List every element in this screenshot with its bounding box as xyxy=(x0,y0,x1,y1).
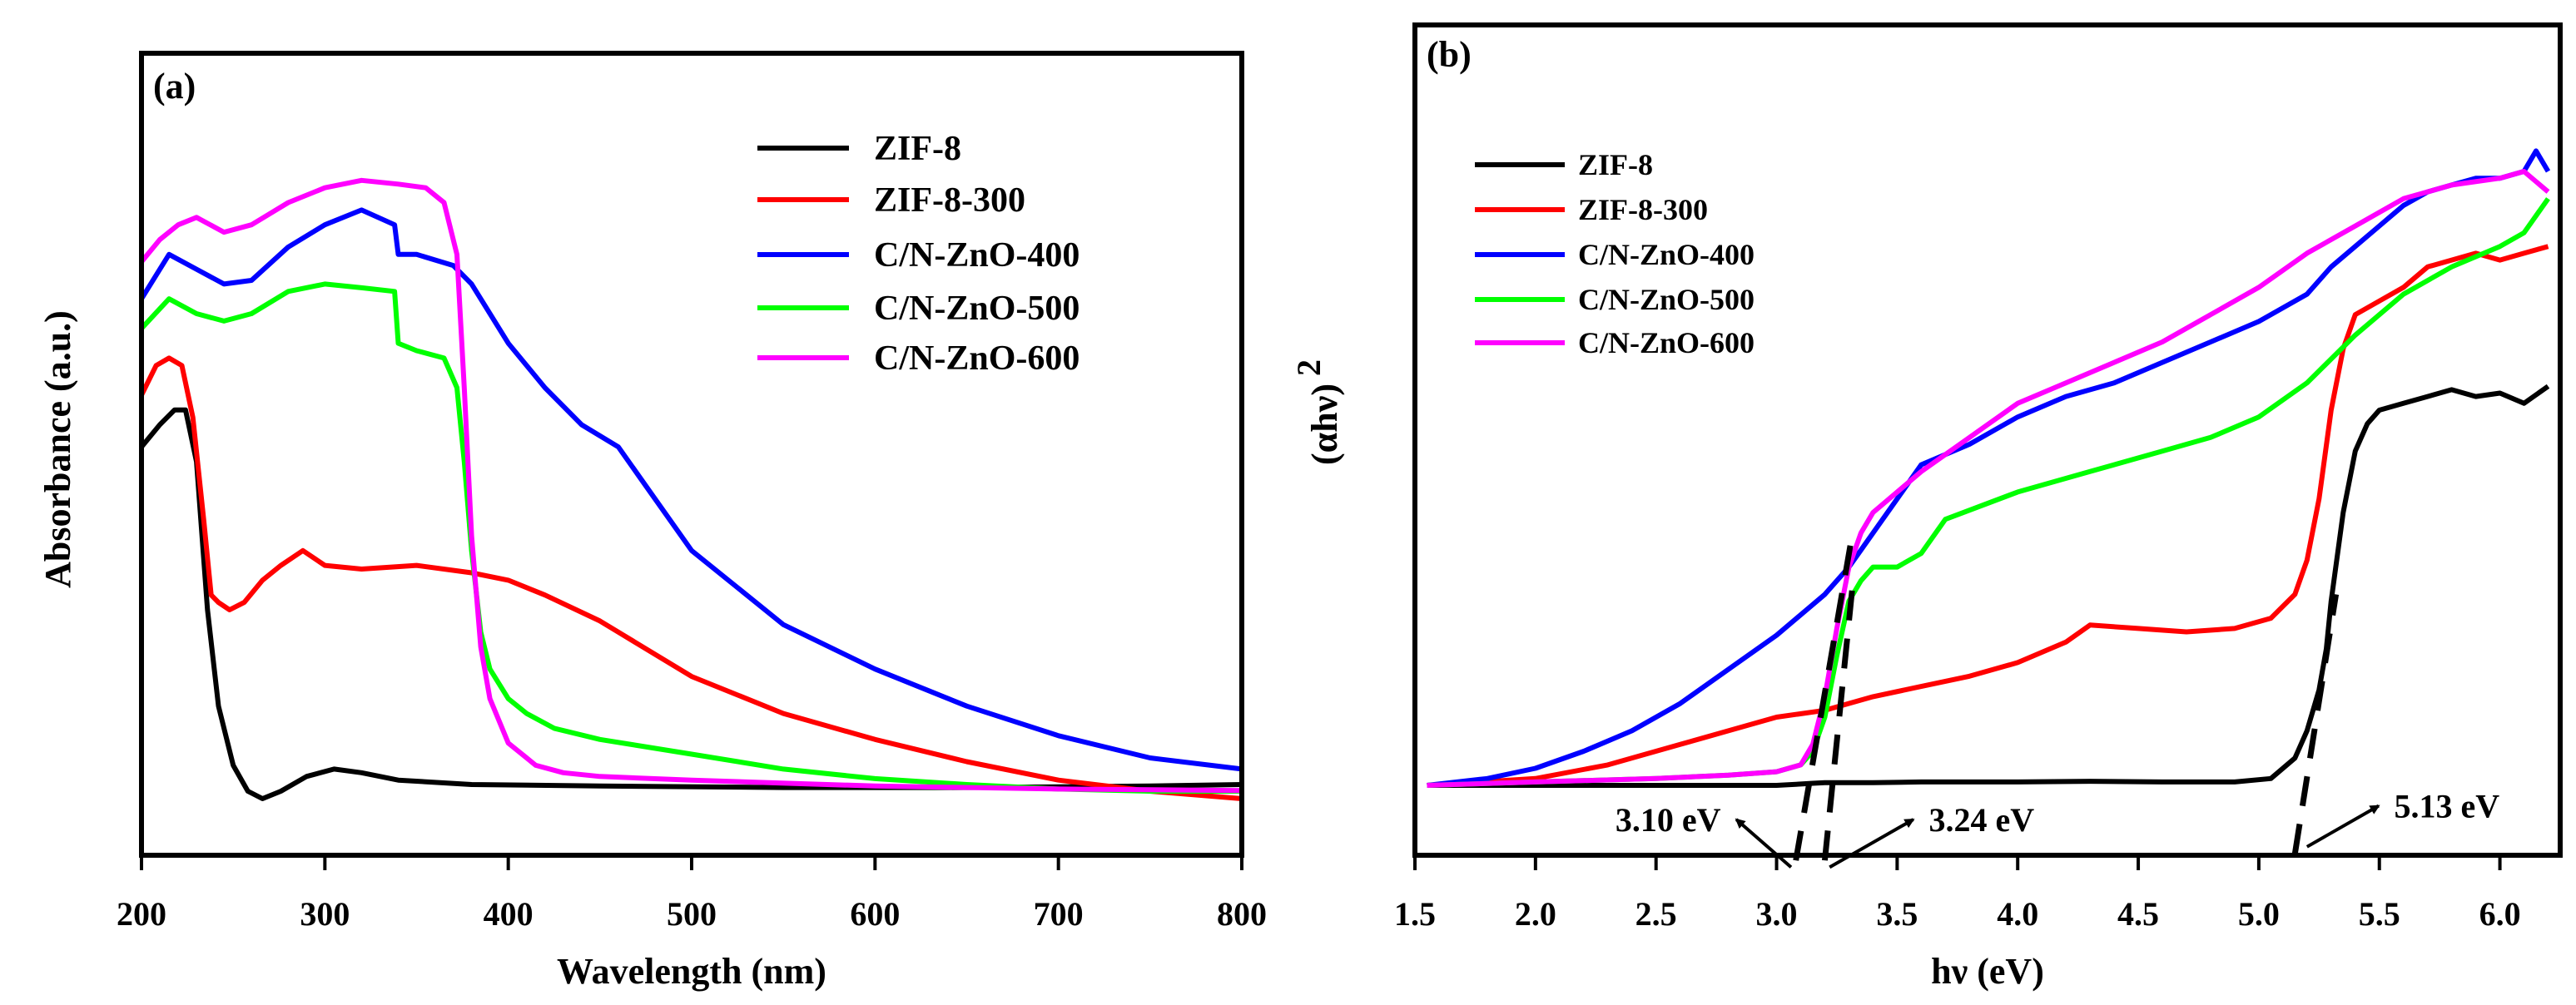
series-line-b-4 xyxy=(1427,169,2550,788)
annotation-arrow-1 xyxy=(1829,818,1915,869)
x-tick-label: 500 xyxy=(667,895,717,933)
x-tick-label: 6.0 xyxy=(2479,895,2521,933)
x-tick-label: 600 xyxy=(850,895,900,933)
x-tick-label: 3.0 xyxy=(1756,895,1798,933)
x-tick-label: 2.0 xyxy=(1515,895,1556,933)
x-tick-label: 4.5 xyxy=(2117,895,2159,933)
panel-b: 1.5 2.0 2.5 3.0 3.5 4.0 4.5 5.0 5.5 6.0 3.10 eV 3.… xyxy=(1290,22,2563,992)
x-tick-label: 2.5 xyxy=(1635,895,1677,933)
x-tick-label: 4.0 xyxy=(1997,895,2038,933)
panel-b-plot-lines xyxy=(1427,148,2551,788)
panel-b-y-axis-superscript: 2 xyxy=(1290,359,1328,376)
legend-a-label-3: C/N-ZnO-500 xyxy=(874,290,1080,328)
tangent-line-2 xyxy=(2291,593,2340,854)
panel-a-y-axis-title: Absorbance (a.u.) xyxy=(37,310,78,588)
x-tick-label: 5.0 xyxy=(2238,895,2280,933)
x-tick-label: 300 xyxy=(300,895,350,933)
x-tick-label: 1.5 xyxy=(1394,895,1436,933)
legend-a-label-4: C/N-ZnO-600 xyxy=(874,339,1080,378)
series-line-a-4 xyxy=(139,177,1243,794)
x-tick-label: 200 xyxy=(117,895,166,933)
panel-b-label: (b) xyxy=(1427,34,1472,75)
panel-a-x-axis-title: Wavelength (nm) xyxy=(557,951,826,992)
panel-a-axes-frame xyxy=(139,51,1244,858)
series-line-a-1 xyxy=(139,355,1243,801)
annotation-arrow-0 xyxy=(1735,818,1793,869)
x-tick-label: 700 xyxy=(1034,895,1084,933)
panel-a-plot-lines xyxy=(139,177,1243,801)
annotation-arrow-2 xyxy=(2305,804,2380,849)
panel-b-x-ticks: 1.5 2.0 2.5 3.0 3.5 4.0 4.5 5.0 5.5 6.0 xyxy=(1394,855,2521,933)
annotation-label-1: 3.24 eV xyxy=(1928,801,2034,839)
legend-a-label-2: C/N-ZnO-400 xyxy=(874,236,1080,275)
annotation-label-2: 5.13 eV xyxy=(2395,788,2500,825)
legend-b-label-0: ZIF-8 xyxy=(1578,148,1653,181)
series-line-a-2 xyxy=(139,207,1243,772)
legend-b-label-3: C/N-ZnO-500 xyxy=(1578,283,1755,316)
panel-b-y-axis-title-group: (αhν) 2 xyxy=(1290,359,1345,465)
x-tick-label: 3.5 xyxy=(1876,895,1918,933)
legend-a-label-0: ZIF-8 xyxy=(874,130,961,168)
panel-b-x-axis-title: hν (eV) xyxy=(1931,951,2044,992)
legend-b-label-1: ZIF-8-300 xyxy=(1578,193,1708,226)
panel-b-tangent-lines xyxy=(1793,539,2340,861)
panel-b-y-axis-title: (αhν) xyxy=(1304,384,1345,465)
x-tick-label: 800 xyxy=(1217,895,1267,933)
panel-b-axes-frame xyxy=(1412,22,2563,858)
panel-a-x-ticks: 200 300 400 500 600 700 800 xyxy=(117,855,1267,933)
panel-a-label: (a) xyxy=(153,66,196,106)
panel-a: 200 300 400 500 600 700 800 (a) Wavelength (nm… xyxy=(37,51,1267,992)
x-tick-label: 400 xyxy=(484,895,534,933)
annotation-label-0: 3.10 eV xyxy=(1616,801,1721,839)
series-line-b-0 xyxy=(1427,384,2550,788)
legend-a-label-1: ZIF-8-300 xyxy=(874,181,1025,220)
panel-b-legend: ZIF-8 ZIF-8-300 C/N-ZnO-400 C/N-ZnO-500 … xyxy=(1475,148,1755,359)
legend-b-label-4: C/N-ZnO-600 xyxy=(1578,326,1755,359)
x-tick-label: 5.5 xyxy=(2359,895,2400,933)
tangent-line-0 xyxy=(1793,539,1854,861)
panel-b-annotations: 3.10 eV 3.24 eV 5.13 eV xyxy=(1616,788,2500,869)
panel-a-legend: ZIF-8 ZIF-8-300 C/N-ZnO-400 C/N-ZnO-500 … xyxy=(757,130,1080,378)
series-line-a-0 xyxy=(139,407,1243,801)
legend-b-label-2: C/N-ZnO-400 xyxy=(1578,238,1755,271)
series-line-b-1 xyxy=(1427,244,2549,788)
